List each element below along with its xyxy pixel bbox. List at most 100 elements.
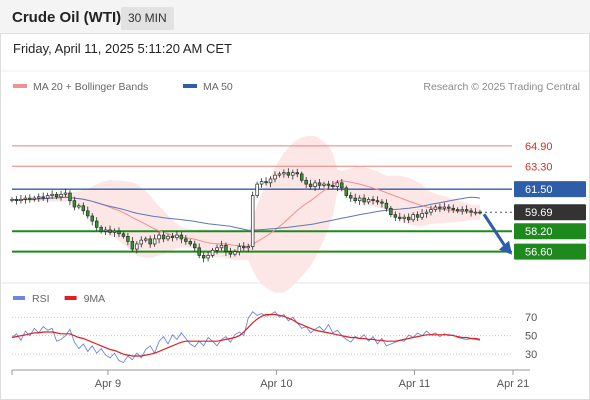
forecast-arrow-shaft — [482, 213, 508, 249]
candle-body — [273, 174, 277, 180]
candle-body — [429, 209, 433, 213]
candle-body — [304, 179, 308, 185]
candle-body — [108, 229, 112, 233]
candle-body — [433, 206, 438, 210]
candle-body — [366, 199, 371, 203]
candle-body — [184, 238, 188, 242]
candle-body — [353, 197, 357, 202]
candle-body — [295, 172, 299, 175]
candle-body — [179, 234, 184, 240]
main-legend: MA 20 + Bollinger Bands MA 50 — [13, 81, 233, 93]
candle-body — [464, 209, 469, 212]
candle-body — [326, 183, 331, 186]
rsi-legend-swatch-1 — [64, 296, 77, 300]
x-tick-label-0: Apr 9 — [95, 378, 121, 390]
candle-body — [331, 185, 335, 187]
candle-body — [344, 187, 349, 196]
candle-body — [362, 197, 366, 203]
candle-body — [14, 199, 19, 202]
rsi-series-rsi — [11, 311, 481, 364]
candle-body — [10, 199, 14, 201]
rsi-tick-70: 70 — [525, 312, 537, 324]
level-tag-61-50 — [514, 181, 586, 198]
candle-body — [406, 216, 411, 221]
candle-body — [99, 227, 103, 232]
candle-body — [242, 246, 246, 249]
candle-body — [268, 178, 273, 184]
candle-body — [357, 197, 362, 202]
bollinger-bands — [12, 135, 480, 294]
candle-body — [233, 251, 237, 255]
candle-body — [197, 247, 201, 256]
candle-body — [447, 206, 451, 209]
candle-body — [210, 249, 215, 256]
candle-body — [438, 206, 442, 209]
candle-body — [451, 207, 455, 210]
candle-body — [135, 243, 139, 250]
candle-body — [130, 241, 135, 250]
candle-body — [308, 183, 313, 187]
rsi-legend: RSI 9MA — [13, 293, 105, 305]
x-tick-label-3: Apr 21 — [497, 378, 529, 390]
candle-body — [54, 193, 59, 198]
rsi-pane: 70 50 30 — [11, 311, 537, 364]
candle-body — [143, 238, 148, 241]
candle-body — [112, 230, 117, 233]
level-label-63-30: 63.30 — [525, 161, 553, 173]
candle-body — [215, 247, 219, 251]
candle-body — [375, 200, 380, 203]
candle-body — [139, 239, 143, 245]
candle-body — [59, 193, 63, 198]
candle-body — [313, 182, 317, 187]
candle-body — [28, 197, 32, 200]
candle-body — [442, 206, 447, 209]
candle-body — [193, 243, 197, 249]
candle-body — [94, 220, 99, 228]
candle-body — [335, 182, 340, 187]
instrument-title: Crude Oil (WTI) — [12, 9, 122, 26]
interval-button[interactable]: 30 MIN — [121, 7, 174, 30]
x-tick-label-2: Apr 11 — [399, 378, 431, 390]
candle-body — [161, 234, 166, 240]
level-label-58-20: 58.20 — [525, 226, 553, 238]
candle-body — [402, 216, 406, 219]
candle-body — [152, 238, 157, 245]
candle-body — [246, 246, 250, 249]
level-label-64-90: 64.90 — [525, 141, 553, 153]
candle-body — [299, 173, 304, 181]
rsi-legend-swatch-0 — [13, 296, 25, 300]
candle-body — [117, 230, 121, 235]
x-tick-label-1: Apr 10 — [260, 378, 292, 390]
level-lines — [12, 145, 512, 253]
candle-body — [384, 202, 389, 209]
level-tag-58-20 — [514, 223, 586, 240]
candle-body — [170, 235, 175, 238]
timestamp: Friday, April 11, 2025 5:11:20 AM CET — [13, 41, 232, 56]
candle-body — [148, 238, 152, 245]
level-tag-59-69 — [514, 204, 586, 221]
candle-body — [420, 213, 424, 218]
candle-body — [250, 195, 255, 247]
candle-body — [317, 182, 322, 186]
candle-body — [393, 214, 398, 218]
candle-body — [201, 255, 206, 259]
candle-body — [90, 215, 94, 222]
rsi-legend-label-1: 9MA — [84, 293, 106, 305]
candle-body — [63, 192, 68, 195]
candle-body — [469, 210, 473, 213]
candle-body — [259, 181, 264, 185]
candle-body — [32, 197, 37, 200]
candle-body — [23, 197, 28, 200]
rsi-series-9ma — [11, 313, 481, 357]
candle-body — [219, 244, 224, 249]
candle-body — [41, 196, 45, 199]
candle-body — [50, 193, 54, 196]
level-tag-56-60 — [514, 243, 586, 260]
candle-body — [277, 173, 282, 176]
level-label-61-50: 61.50 — [525, 184, 553, 196]
candle-body — [286, 172, 291, 176]
candle-body — [175, 234, 179, 238]
level-label-56-60: 56.60 — [525, 247, 553, 259]
candle-body — [126, 235, 130, 242]
candle-body — [86, 210, 90, 217]
